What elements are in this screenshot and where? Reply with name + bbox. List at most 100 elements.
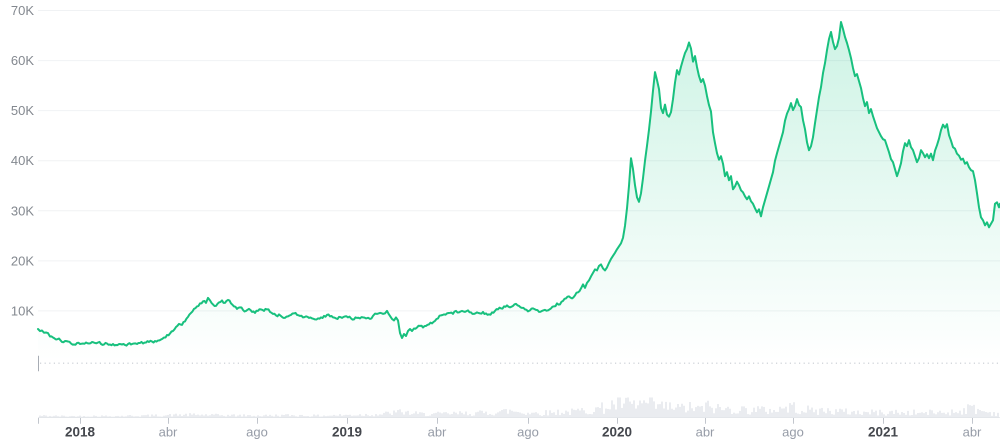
x-axis-month-label: ago (782, 425, 804, 440)
volume-bar (341, 415, 343, 418)
volume-bar (871, 409, 873, 418)
volume-bar (837, 412, 839, 418)
volume-bar (965, 414, 967, 418)
volume-bar (269, 414, 271, 418)
volume-bar (609, 409, 611, 418)
volume-bar (417, 413, 419, 418)
volume-bar (753, 407, 755, 418)
volume-bar (125, 416, 127, 418)
volume-bar (533, 412, 535, 418)
volume-bar (119, 416, 121, 418)
volume-bar (723, 410, 725, 418)
volume-bar (673, 409, 675, 418)
volume-bar (891, 410, 893, 418)
volume-bar (921, 412, 923, 418)
volume-bar (557, 409, 559, 418)
volume-bar (527, 412, 529, 418)
volume-bar (383, 412, 385, 418)
volume-bar (993, 412, 995, 418)
volume-bar (629, 401, 631, 418)
x-axis-year-label: 2018 (65, 425, 96, 440)
volume-bar (729, 408, 731, 418)
volume-bar (755, 412, 757, 418)
volume-bar (285, 414, 287, 418)
volume-bar (169, 414, 171, 418)
volume-bar (811, 407, 813, 418)
volume-bar (731, 414, 733, 418)
price-area-path (38, 22, 1000, 361)
volume-bar (239, 414, 241, 418)
volume-bar (375, 414, 377, 418)
volume-bar (503, 409, 505, 418)
volume-bar (883, 414, 885, 418)
volume-bar (905, 414, 907, 418)
volume-bar (363, 415, 365, 418)
volume-bar (761, 406, 763, 418)
volume-bar (845, 408, 847, 418)
volume-bar (109, 416, 111, 418)
volume-bar (915, 414, 917, 418)
volume-bar (345, 414, 347, 418)
volume-bar (803, 412, 805, 418)
volume-bar (833, 414, 835, 418)
chart-hover-surface[interactable] (38, 0, 1000, 418)
volume-bar (855, 414, 857, 418)
volume-bar (685, 412, 687, 418)
volume-bar (703, 411, 705, 418)
volume-bar (359, 414, 361, 418)
volume-bar (223, 415, 225, 418)
volume-bar (587, 414, 589, 418)
volume-bar (927, 414, 929, 418)
volume-bar (709, 406, 711, 418)
volume-bar (887, 413, 889, 418)
volume-bar (323, 415, 325, 418)
volume-bar (475, 412, 477, 418)
volume-bar (509, 409, 511, 418)
volume-bar (433, 413, 435, 418)
volume-bar (991, 415, 993, 418)
volume-bar (331, 415, 333, 418)
x-axis-year-label: 2020 (602, 425, 632, 440)
volume-bar (705, 402, 707, 418)
volume-bar (695, 407, 697, 418)
volume-bar (561, 412, 563, 418)
volume-bar (371, 415, 373, 418)
volume-bar (701, 405, 703, 418)
volume-bar (469, 414, 471, 418)
volume-bar (763, 406, 765, 418)
volume-bar (121, 415, 123, 418)
volume-bar (847, 414, 849, 418)
volume-bar (743, 406, 745, 418)
volume-bar (495, 413, 497, 418)
volume-bar (61, 415, 63, 418)
volume-bar (465, 411, 467, 418)
volume-bar (491, 414, 493, 418)
volume-bar (217, 414, 219, 418)
volume-bar (947, 412, 949, 418)
volume-bar (909, 415, 911, 418)
volume-bar (737, 413, 739, 418)
volume-bar (543, 415, 545, 418)
volume-bar (773, 410, 775, 418)
volume-bar (687, 410, 689, 418)
volume-bar (87, 416, 89, 418)
volume-bar (621, 407, 623, 418)
volume-bar (931, 410, 933, 418)
volume-bar (717, 404, 719, 418)
volume-bar (591, 414, 593, 418)
volume-bar (265, 414, 267, 418)
volume-bar (481, 410, 483, 418)
volume-bar (347, 414, 349, 418)
volume-bar (959, 410, 961, 418)
volume-bar (77, 416, 79, 418)
volume-bar (663, 408, 665, 418)
volume-bar (797, 413, 799, 418)
volume-bar (805, 412, 807, 418)
volume-bar (181, 416, 183, 418)
volume-bar (507, 413, 509, 418)
volume-bar (551, 412, 553, 418)
volume-bar (69, 416, 71, 418)
volume-bar (523, 413, 525, 418)
volume-bar (747, 414, 749, 418)
volume-bar (303, 416, 305, 418)
